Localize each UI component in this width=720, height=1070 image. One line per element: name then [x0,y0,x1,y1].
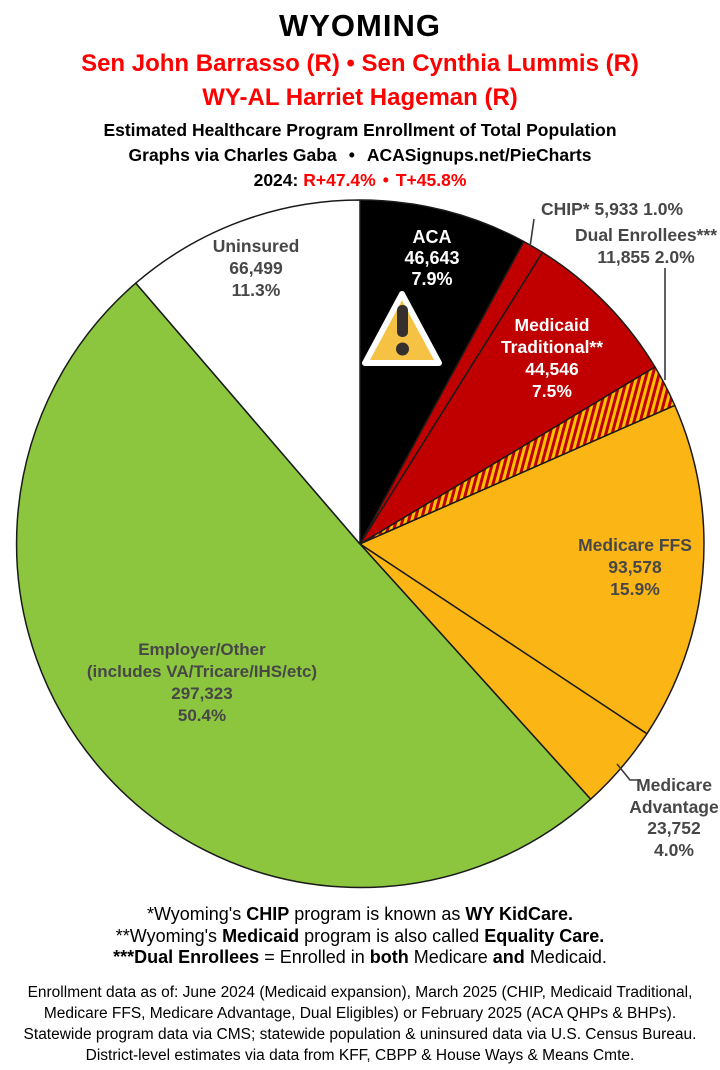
source-line-4: District-level estimates via data from K… [85,1047,635,1064]
pie-slice-medicaid-traditional [359,251,656,545]
pie-slice-aca [359,199,525,545]
election-margin-line: 2024: R+47.4% • T+45.8% [0,170,720,191]
warning-icon [362,291,442,366]
year-label: 2024: [253,170,299,190]
site-text: ACASignups.net/PieCharts [366,145,592,165]
page-title: WYOMING [279,8,441,43]
credit-bullet: • [348,145,355,165]
footnotes: *Wyoming's CHIP program is known as WY K… [0,904,720,969]
medicare-advantage-callout-label: Medicare Advantage 23,752 4.0% [629,775,719,861]
representative-line: WY-AL Harriet Hageman (R) [202,84,518,111]
pie-slice-uninsured [135,199,361,545]
r-margin: R+47.4% [303,170,376,190]
medicare-ffs-slice-label: Medicare FFS 93,578 15.9% [578,535,692,599]
pie-slice-medicare-ffs [359,404,705,735]
source-line-3: Statewide program data via CMS; statewid… [23,1026,697,1043]
source-line-2: Medicare FFS, Medicare Advantage, Dual E… [43,1005,677,1022]
chart-subtitle: Estimated Healthcare Program Enrollment … [103,120,617,140]
source-line-1: Enrollment data as of: June 2024 (Medica… [27,984,693,1001]
margin-bullet: • [382,170,389,190]
aca-slice-label: ACA 46,643 7.9% [404,227,460,289]
medicaid-slice-label: Medicaid Traditional** 44,546 7.5% [500,315,604,401]
advantage-leader-line [616,763,640,781]
leader-lines [529,218,666,781]
senators-line: Sen John Barrasso (R) • Sen Cynthia Lumm… [81,50,639,77]
credit-line: Graphs via Charles Gaba • ACASignups.net/P… [0,145,720,166]
chip-callout-label: CHIP* 5,933 1.0% [540,199,684,219]
dual-enrollees-callout-label: Dual Enrollees*** 11,855 2.0% [575,225,717,267]
footnote-medicaid: **Wyoming's Medicaid program is also cal… [115,925,605,946]
pie-slice-employer-other [15,282,592,889]
source-note: Enrollment data as of: June 2024 (Medica… [0,982,720,1066]
credit-text: Graphs via Charles Gaba [128,145,337,165]
uninsured-slice-label: Uninsured 66,499 11.3% [212,236,300,300]
chip-leader-line [529,218,535,248]
t-margin: T+45.8% [395,170,467,190]
footnote-chip: *Wyoming's CHIP program is known as WY K… [146,904,574,924]
pie-slices [15,199,705,889]
footnote-dual: ***Dual Enrollees = Enrolled in both Med… [113,947,607,967]
employer-slice-label: Employer/Other (includes VA/Tricare/IHS/… [86,640,318,725]
